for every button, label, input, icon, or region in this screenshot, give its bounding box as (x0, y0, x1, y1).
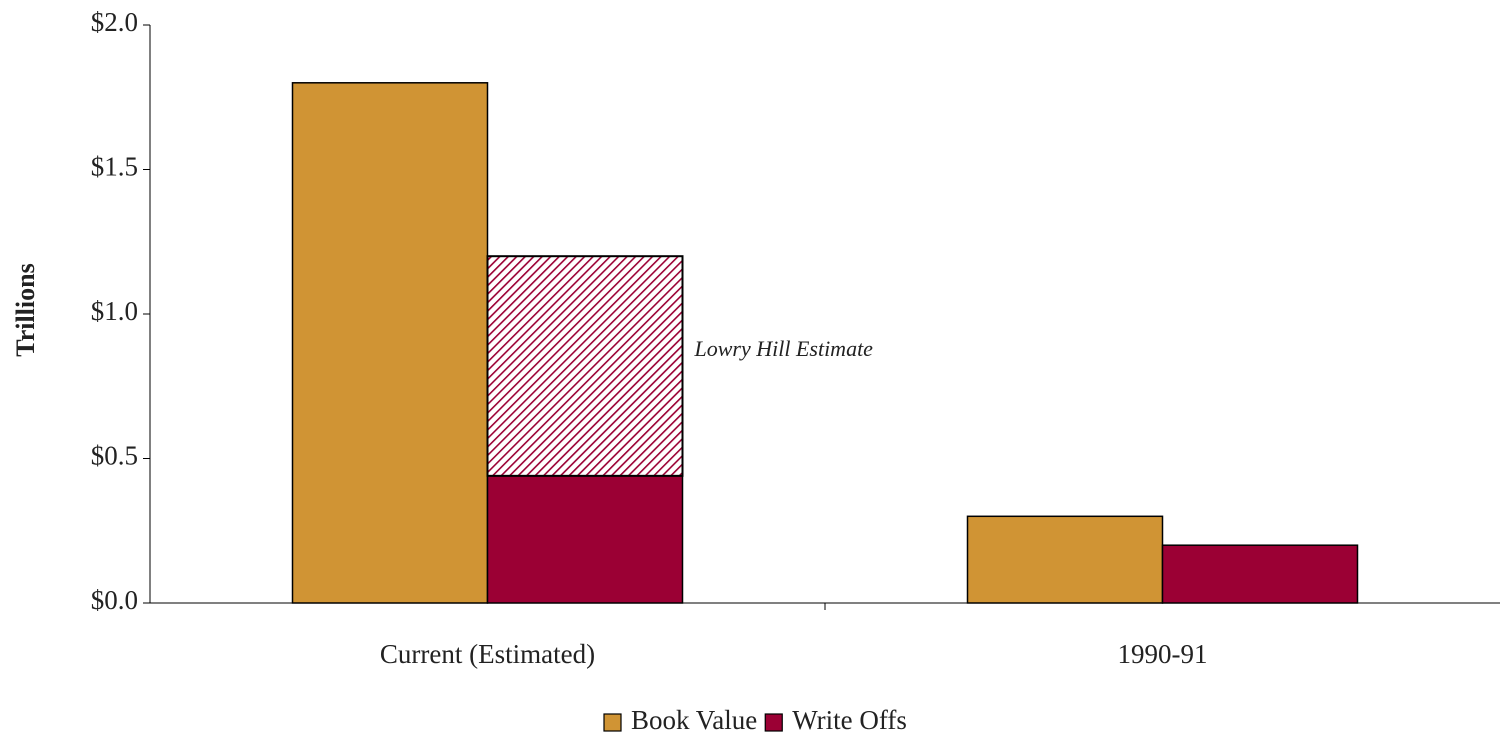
bar (966, 515, 1164, 604)
y-axis-label: Trillions (11, 263, 40, 356)
x-tick-label: Current (Estimated) (380, 639, 595, 669)
estimate-bar (486, 255, 684, 477)
bar (291, 82, 489, 604)
y-tick-label: $1.0 (91, 296, 138, 326)
y-tick-label: $2.0 (91, 7, 138, 37)
bar (1161, 544, 1359, 604)
bar (486, 475, 684, 604)
estimate-label: Lowry Hill Estimate (694, 336, 874, 361)
legend-swatch (603, 713, 622, 732)
x-tick-label: 1990-91 (1118, 639, 1208, 669)
y-tick-label: $0.0 (91, 585, 138, 615)
y-tick-label: $1.5 (91, 152, 138, 182)
legend-swatch (764, 713, 783, 732)
legend-label: Write Offs (792, 705, 907, 735)
legend-label: Book Value (631, 705, 757, 735)
y-tick-label: $0.5 (91, 441, 138, 471)
